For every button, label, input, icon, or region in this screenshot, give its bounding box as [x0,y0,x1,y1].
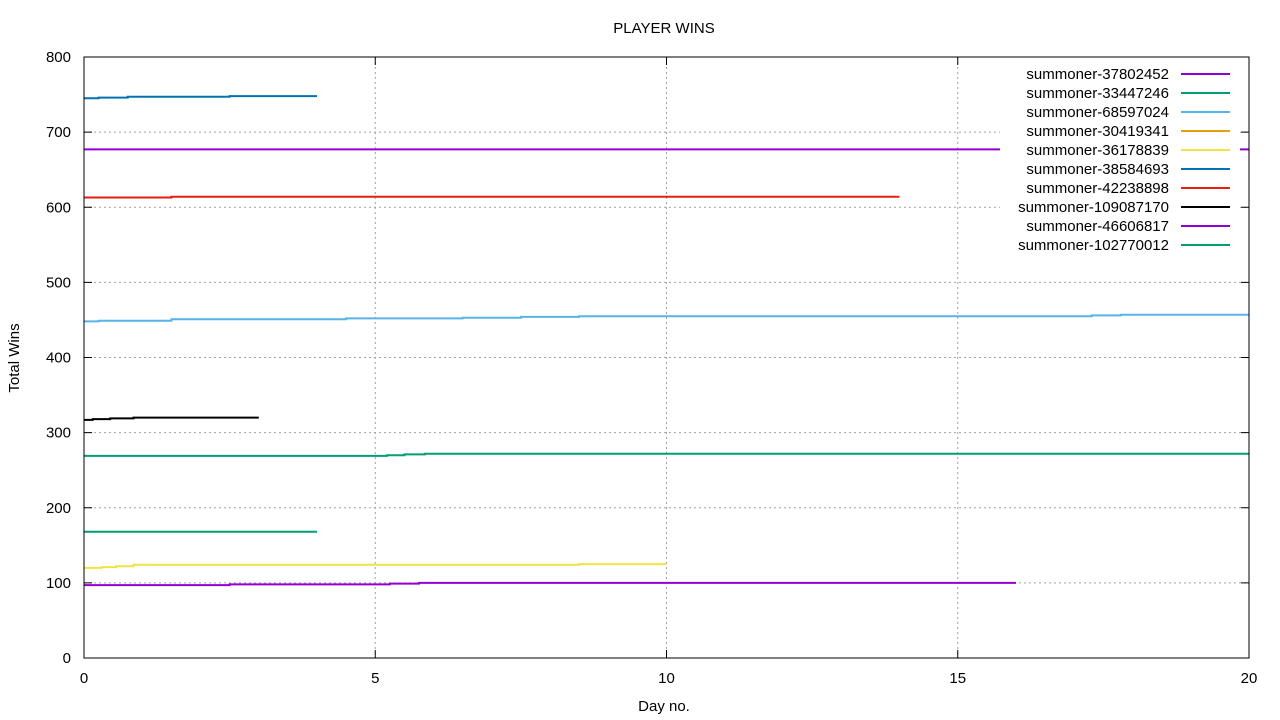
legend-entry-background [1000,141,1240,159]
x-tick-label: 20 [1241,670,1258,687]
y-tick-label: 500 [46,274,71,291]
legend-entry-background [1000,217,1240,235]
x-tick-label: 0 [80,670,88,687]
legend: summoner-37802452 summoner-33447246 summon… [1000,65,1240,254]
series-line-summoner-36178839 [84,563,667,569]
legend-label: summoner-36178839 [1026,142,1169,159]
y-tick-label: 400 [46,350,71,367]
x-tick-label: 10 [658,670,675,687]
legend-label: summoner-109087170 [1018,199,1169,216]
chart-title: PLAYER WINS [613,20,714,37]
legend-label: summoner-38584693 [1026,161,1169,178]
legend-entry-background [1000,103,1240,121]
legend-entry-background [1000,84,1240,102]
y-tick-label: 800 [46,49,71,66]
legend-entry-background [1000,236,1240,254]
series-line-summoner-42238898 [84,195,900,199]
series-line-summoner-68597024 [84,313,1249,323]
y-tick-label: 700 [46,124,71,141]
y-tick-label: 300 [46,425,71,442]
series-line-summoner-46606817 [84,581,1016,587]
x-axis-label: Day no. [638,698,690,715]
legend-entry-background [1000,198,1240,216]
y-axis-label: Total Wins [6,323,23,392]
legend-label: summoner-102770012 [1018,237,1169,254]
y-tick-label: 200 [46,500,71,517]
legend-label: summoner-30419341 [1026,123,1169,140]
legend-entry-background [1000,122,1240,140]
axis-ticks: 0 100 200 300 400 500 600 700 800 0 5 10 15 20 [46,49,1257,687]
series-line-summoner-102770012 [84,452,1249,457]
x-tick-label: 15 [949,670,966,687]
legend-label: summoner-42238898 [1026,180,1169,197]
legend-label: summoner-46606817 [1026,218,1169,235]
legend-entry-background [1000,179,1240,197]
y-tick-label: 600 [46,199,71,216]
series-line-summoner-38584693 [84,95,317,100]
series-line-summoner-109087170 [84,416,259,421]
legend-label: summoner-37802452 [1026,66,1169,83]
x-tick-label: 5 [371,670,379,687]
legend-label: summoner-33447246 [1026,85,1169,102]
y-tick-label: 0 [63,650,71,667]
legend-entry-background [1000,65,1240,83]
legend-entry-background [1000,160,1240,178]
legend-label: summoner-68597024 [1026,104,1169,121]
y-tick-label: 100 [46,575,71,592]
